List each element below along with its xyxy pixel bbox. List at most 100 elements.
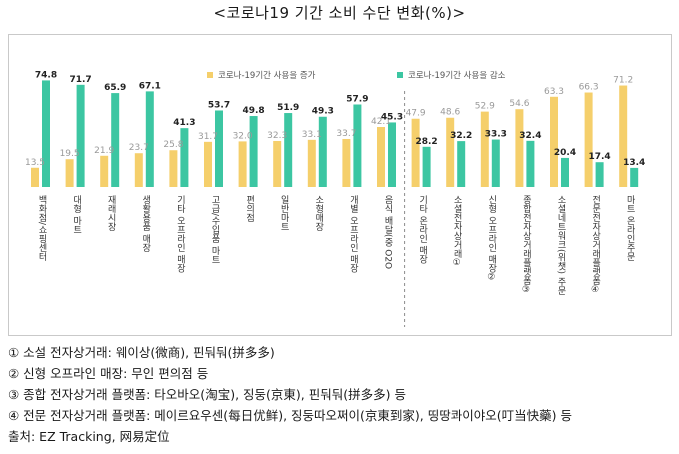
bar-decrease <box>457 141 466 187</box>
data-label-increase: 33.1 <box>302 130 322 140</box>
category-label: 개별 오프라인 매장 <box>348 195 358 273</box>
data-label-decrease: 32.2 <box>450 131 472 141</box>
data-label-decrease: 67.1 <box>139 81 161 91</box>
bar-increase <box>65 159 74 187</box>
data-label-decrease: 13.4 <box>623 158 645 168</box>
bar-increase <box>584 92 593 187</box>
data-label-increase: 21.9 <box>94 146 114 156</box>
legend-swatch-increase <box>207 72 213 78</box>
bar-decrease <box>595 162 604 187</box>
bar-increase <box>480 111 489 187</box>
bar-decrease <box>630 167 639 187</box>
category-label: 재래시장 <box>106 195 116 231</box>
legend-label-increase: 코로나-19기간 사용을 증가 <box>218 70 316 81</box>
source-note: 출처: EZ Tracking, 网易定位 <box>8 429 170 444</box>
data-label-increase: 33.7 <box>336 129 356 139</box>
data-label-decrease: 17.4 <box>588 152 610 162</box>
category-label: 종합전자상거래플랫폼③ <box>521 195 531 295</box>
bar-decrease <box>422 146 431 187</box>
legend-label-decrease: 코로나-19기간 사용을 감소 <box>408 70 506 81</box>
bar-increase <box>31 167 39 187</box>
category-label: 신형 오프라인 매장② <box>486 195 496 283</box>
footnotes: ① 소설 전자상거래: 웨이상(微商), 핀둬둬(拼多多) ② 신형 오프라인 … <box>8 342 672 447</box>
bar-increase <box>100 155 109 187</box>
data-label-decrease: 74.8 <box>35 70 57 80</box>
data-label-decrease: 49.3 <box>312 107 334 117</box>
data-label-increase: 63.3 <box>544 87 564 97</box>
category-label: 백화점/쇼핑센터 <box>37 195 47 262</box>
bar-increase <box>238 141 247 187</box>
data-label-decrease: 53.7 <box>208 100 230 110</box>
data-label-increase: 66.3 <box>579 83 599 93</box>
category-label: 마트 온라인주문 <box>625 195 635 261</box>
bar-decrease <box>388 122 396 187</box>
bar-decrease <box>111 93 120 187</box>
category-label: 소셜전자상거래① <box>452 195 462 268</box>
data-label-increase: 23.7 <box>129 143 149 153</box>
category-label: 전문전자상거래플랫폼④ <box>590 195 600 295</box>
bar-increase <box>273 140 282 187</box>
data-label-increase: 32.3 <box>267 131 287 141</box>
data-label-increase: 25.8 <box>163 140 183 150</box>
data-label-increase: 48.6 <box>440 108 460 118</box>
bar-decrease <box>180 128 189 187</box>
bar-increase <box>550 96 558 187</box>
bar-increase <box>377 127 385 187</box>
data-label-decrease: 32.4 <box>519 131 541 141</box>
chart-title: <코로나19 기간 소비 수단 변화(%)> <box>213 4 466 22</box>
bar-decrease <box>526 140 535 187</box>
bar-increase <box>204 141 212 187</box>
data-label-increase: 71.2 <box>613 76 633 86</box>
data-label-decrease: 65.9 <box>104 83 126 93</box>
bar-chart: 코로나-19기간 사용을 증가 코로나-19기간 사용을 감소 13.5 74.8 백화… <box>25 70 645 327</box>
bar-decrease <box>215 110 223 187</box>
bar-increase <box>307 139 316 187</box>
category-label: 기타 온라인 매장 <box>417 195 427 264</box>
data-label-increase: 31.7 <box>198 132 218 142</box>
data-label-increase: 52.9 <box>475 102 495 112</box>
bar-increase <box>515 109 524 187</box>
bar-decrease <box>249 116 258 187</box>
data-label-increase: 47.9 <box>406 109 426 119</box>
category-label: 고급/수입품 마트 <box>210 195 220 264</box>
data-label-decrease: 33.3 <box>485 130 507 140</box>
bar-increase <box>446 117 455 187</box>
bar-decrease <box>491 139 500 187</box>
bar-decrease <box>318 116 327 187</box>
bar-increase <box>619 85 628 187</box>
category-label: 편의점 <box>244 194 254 222</box>
bar-decrease <box>76 84 85 187</box>
data-label-decrease: 45.3 <box>381 112 403 122</box>
data-label-decrease: 41.3 <box>173 118 195 128</box>
data-label-decrease: 51.9 <box>277 103 299 113</box>
data-label-decrease: 49.8 <box>242 106 264 116</box>
data-label-decrease: 20.4 <box>554 148 576 158</box>
footnote-3: ③ 종합 전자상거래 플랫폼: 타오바오(淘宝), 징둥(京東), 핀둬둬(拼多… <box>8 387 406 402</box>
legend-swatch-decrease <box>397 72 403 78</box>
chart-frame: 코로나-19기간 사용을 증가 코로나-19기간 사용을 감소 13.5 74.8 백화… <box>8 34 672 336</box>
bar-decrease <box>42 80 50 187</box>
data-label-increase: 42.1 <box>371 117 391 127</box>
footnote-1: ① 소설 전자상거래: 웨이상(微商), 핀둬둬(拼多多) <box>8 345 275 360</box>
bar-increase <box>342 138 351 187</box>
data-label-increase: 32.0 <box>233 131 253 141</box>
category-label: 기타 오프라인 매장 <box>175 195 185 273</box>
data-label-decrease: 57.9 <box>346 94 368 104</box>
data-label-increase: 19.5 <box>60 149 80 159</box>
bar-decrease <box>561 157 569 187</box>
category-label: 생활용품 매장 <box>140 195 150 252</box>
category-label: 음식 배달(중 O2O <box>383 195 393 269</box>
data-label-decrease: 71.7 <box>69 75 91 85</box>
category-label: 일반마트 <box>279 195 289 231</box>
data-label-decrease: 28.2 <box>415 137 437 147</box>
category-label: 대형 마트 <box>71 195 81 234</box>
data-label-increase: 13.5 <box>25 158 45 168</box>
bar-increase <box>169 150 178 187</box>
data-label-increase: 54.6 <box>509 99 529 109</box>
footnote-2: ② 신형 오프라인 매장: 무인 편의점 등 <box>8 366 209 381</box>
category-label: 소셜네트워크(위챗) 주문 <box>556 195 566 295</box>
bar-decrease <box>145 91 154 187</box>
bar-decrease <box>353 104 362 187</box>
bar-decrease <box>284 113 293 187</box>
footnote-4: ④ 전문 전자상거래 플랫폼: 메이르요우센(每日优鲜), 징둥따오쩌이(京東到… <box>8 408 572 423</box>
